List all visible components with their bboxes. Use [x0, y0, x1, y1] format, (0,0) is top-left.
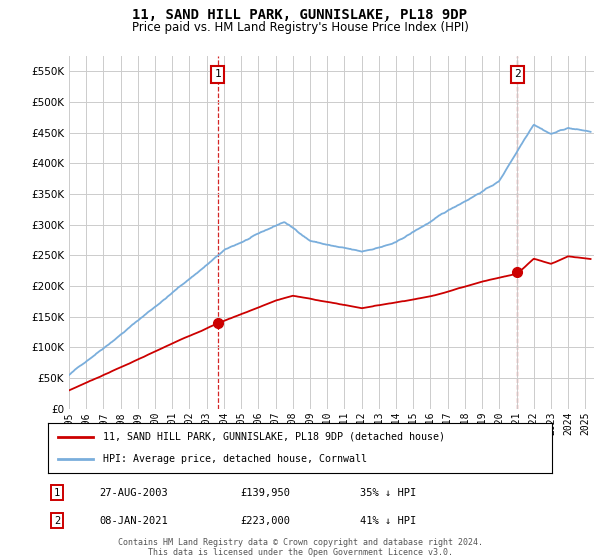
Text: 41% ↓ HPI: 41% ↓ HPI	[360, 516, 416, 526]
Text: 1: 1	[54, 488, 60, 498]
Text: 1: 1	[215, 69, 221, 80]
Text: 35% ↓ HPI: 35% ↓ HPI	[360, 488, 416, 498]
Text: 2: 2	[54, 516, 60, 526]
Text: 27-AUG-2003: 27-AUG-2003	[99, 488, 168, 498]
Text: 08-JAN-2021: 08-JAN-2021	[99, 516, 168, 526]
Text: 11, SAND HILL PARK, GUNNISLAKE, PL18 9DP (detached house): 11, SAND HILL PARK, GUNNISLAKE, PL18 9DP…	[103, 432, 445, 442]
Text: Price paid vs. HM Land Registry's House Price Index (HPI): Price paid vs. HM Land Registry's House …	[131, 21, 469, 34]
Text: 2: 2	[514, 69, 520, 80]
Text: HPI: Average price, detached house, Cornwall: HPI: Average price, detached house, Corn…	[103, 454, 367, 464]
Text: Contains HM Land Registry data © Crown copyright and database right 2024.
This d: Contains HM Land Registry data © Crown c…	[118, 538, 482, 557]
Text: £223,000: £223,000	[240, 516, 290, 526]
Text: £139,950: £139,950	[240, 488, 290, 498]
Text: 11, SAND HILL PARK, GUNNISLAKE, PL18 9DP: 11, SAND HILL PARK, GUNNISLAKE, PL18 9DP	[133, 8, 467, 22]
